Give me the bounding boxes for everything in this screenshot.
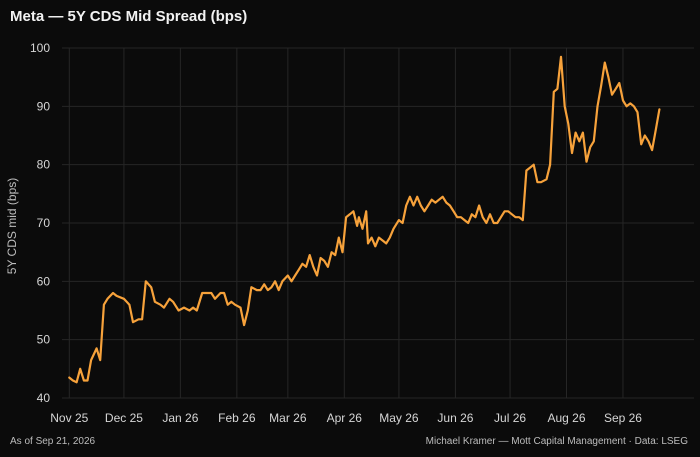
x-tick-label: Dec 25 (105, 411, 143, 425)
source-credit: Michael Kramer — Mott Capital Management… (426, 436, 688, 447)
y-axis: 40 50 60 70 80 90 100 (30, 41, 50, 405)
y-tick-label: 50 (37, 333, 51, 347)
y-tick-label: 100 (30, 41, 50, 55)
x-tick-label: May 26 (379, 411, 419, 425)
y-tick-label: 90 (37, 99, 51, 113)
x-tick-label: Aug 26 (547, 411, 585, 425)
as-of-date: As of Sep 21, 2026 (10, 436, 95, 447)
y-tick-label: 40 (37, 391, 51, 405)
y-axis-label: 5Y CDS mid (bps) (5, 178, 19, 274)
series-line (69, 57, 659, 383)
x-tick-label: Jun 26 (437, 411, 473, 425)
y-tick-label: 60 (37, 274, 51, 288)
x-tick-label: Jul 26 (494, 411, 526, 425)
x-tick-label: Nov 25 (50, 411, 88, 425)
x-tick-label: Jan 26 (162, 411, 198, 425)
x-tick-label: Mar 26 (269, 411, 307, 425)
x-tick-label: Apr 26 (327, 411, 363, 425)
x-tick-label: Sep 26 (604, 411, 642, 425)
x-axis: Nov 25 Dec 25 Jan 26 Feb 26 Mar 26 Apr 26 May … (50, 411, 642, 425)
y-tick-label: 70 (37, 216, 51, 230)
x-tick-label: Feb 26 (218, 411, 256, 425)
y-tick-label: 80 (37, 158, 51, 172)
